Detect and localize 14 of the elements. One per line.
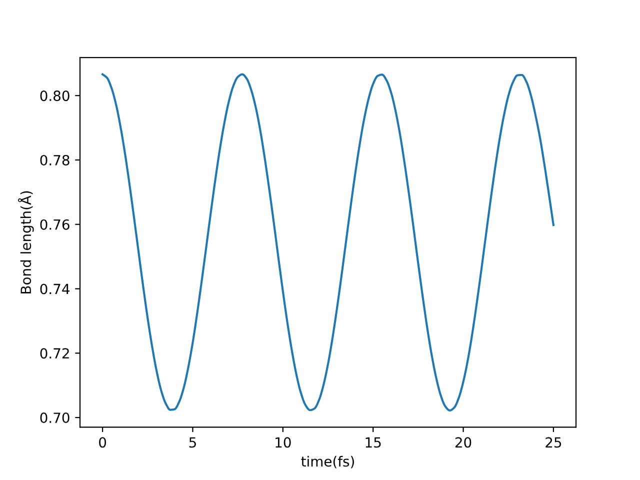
y-tick-label: 0.70 xyxy=(40,412,70,424)
x-tick-label: 5 xyxy=(189,437,196,448)
y-tick-label: 0.80 xyxy=(40,90,70,102)
y-tick-label: 0.76 xyxy=(40,219,70,230)
x-tick-label: 10 xyxy=(276,437,291,448)
x-axis-title: time(fs) xyxy=(301,456,354,468)
y-tick-label: 0.72 xyxy=(40,348,69,359)
x-tick-label: 20 xyxy=(455,437,472,448)
x-tick-label: 25 xyxy=(546,437,562,448)
y-tick-label: 0.74 xyxy=(40,284,70,294)
x-tick-label: 15 xyxy=(366,437,381,448)
x-tick-label: 0 xyxy=(99,437,106,448)
y-tick-label: 0.78 xyxy=(40,154,70,166)
y-axis-title: Bond length(Å) xyxy=(18,191,34,294)
